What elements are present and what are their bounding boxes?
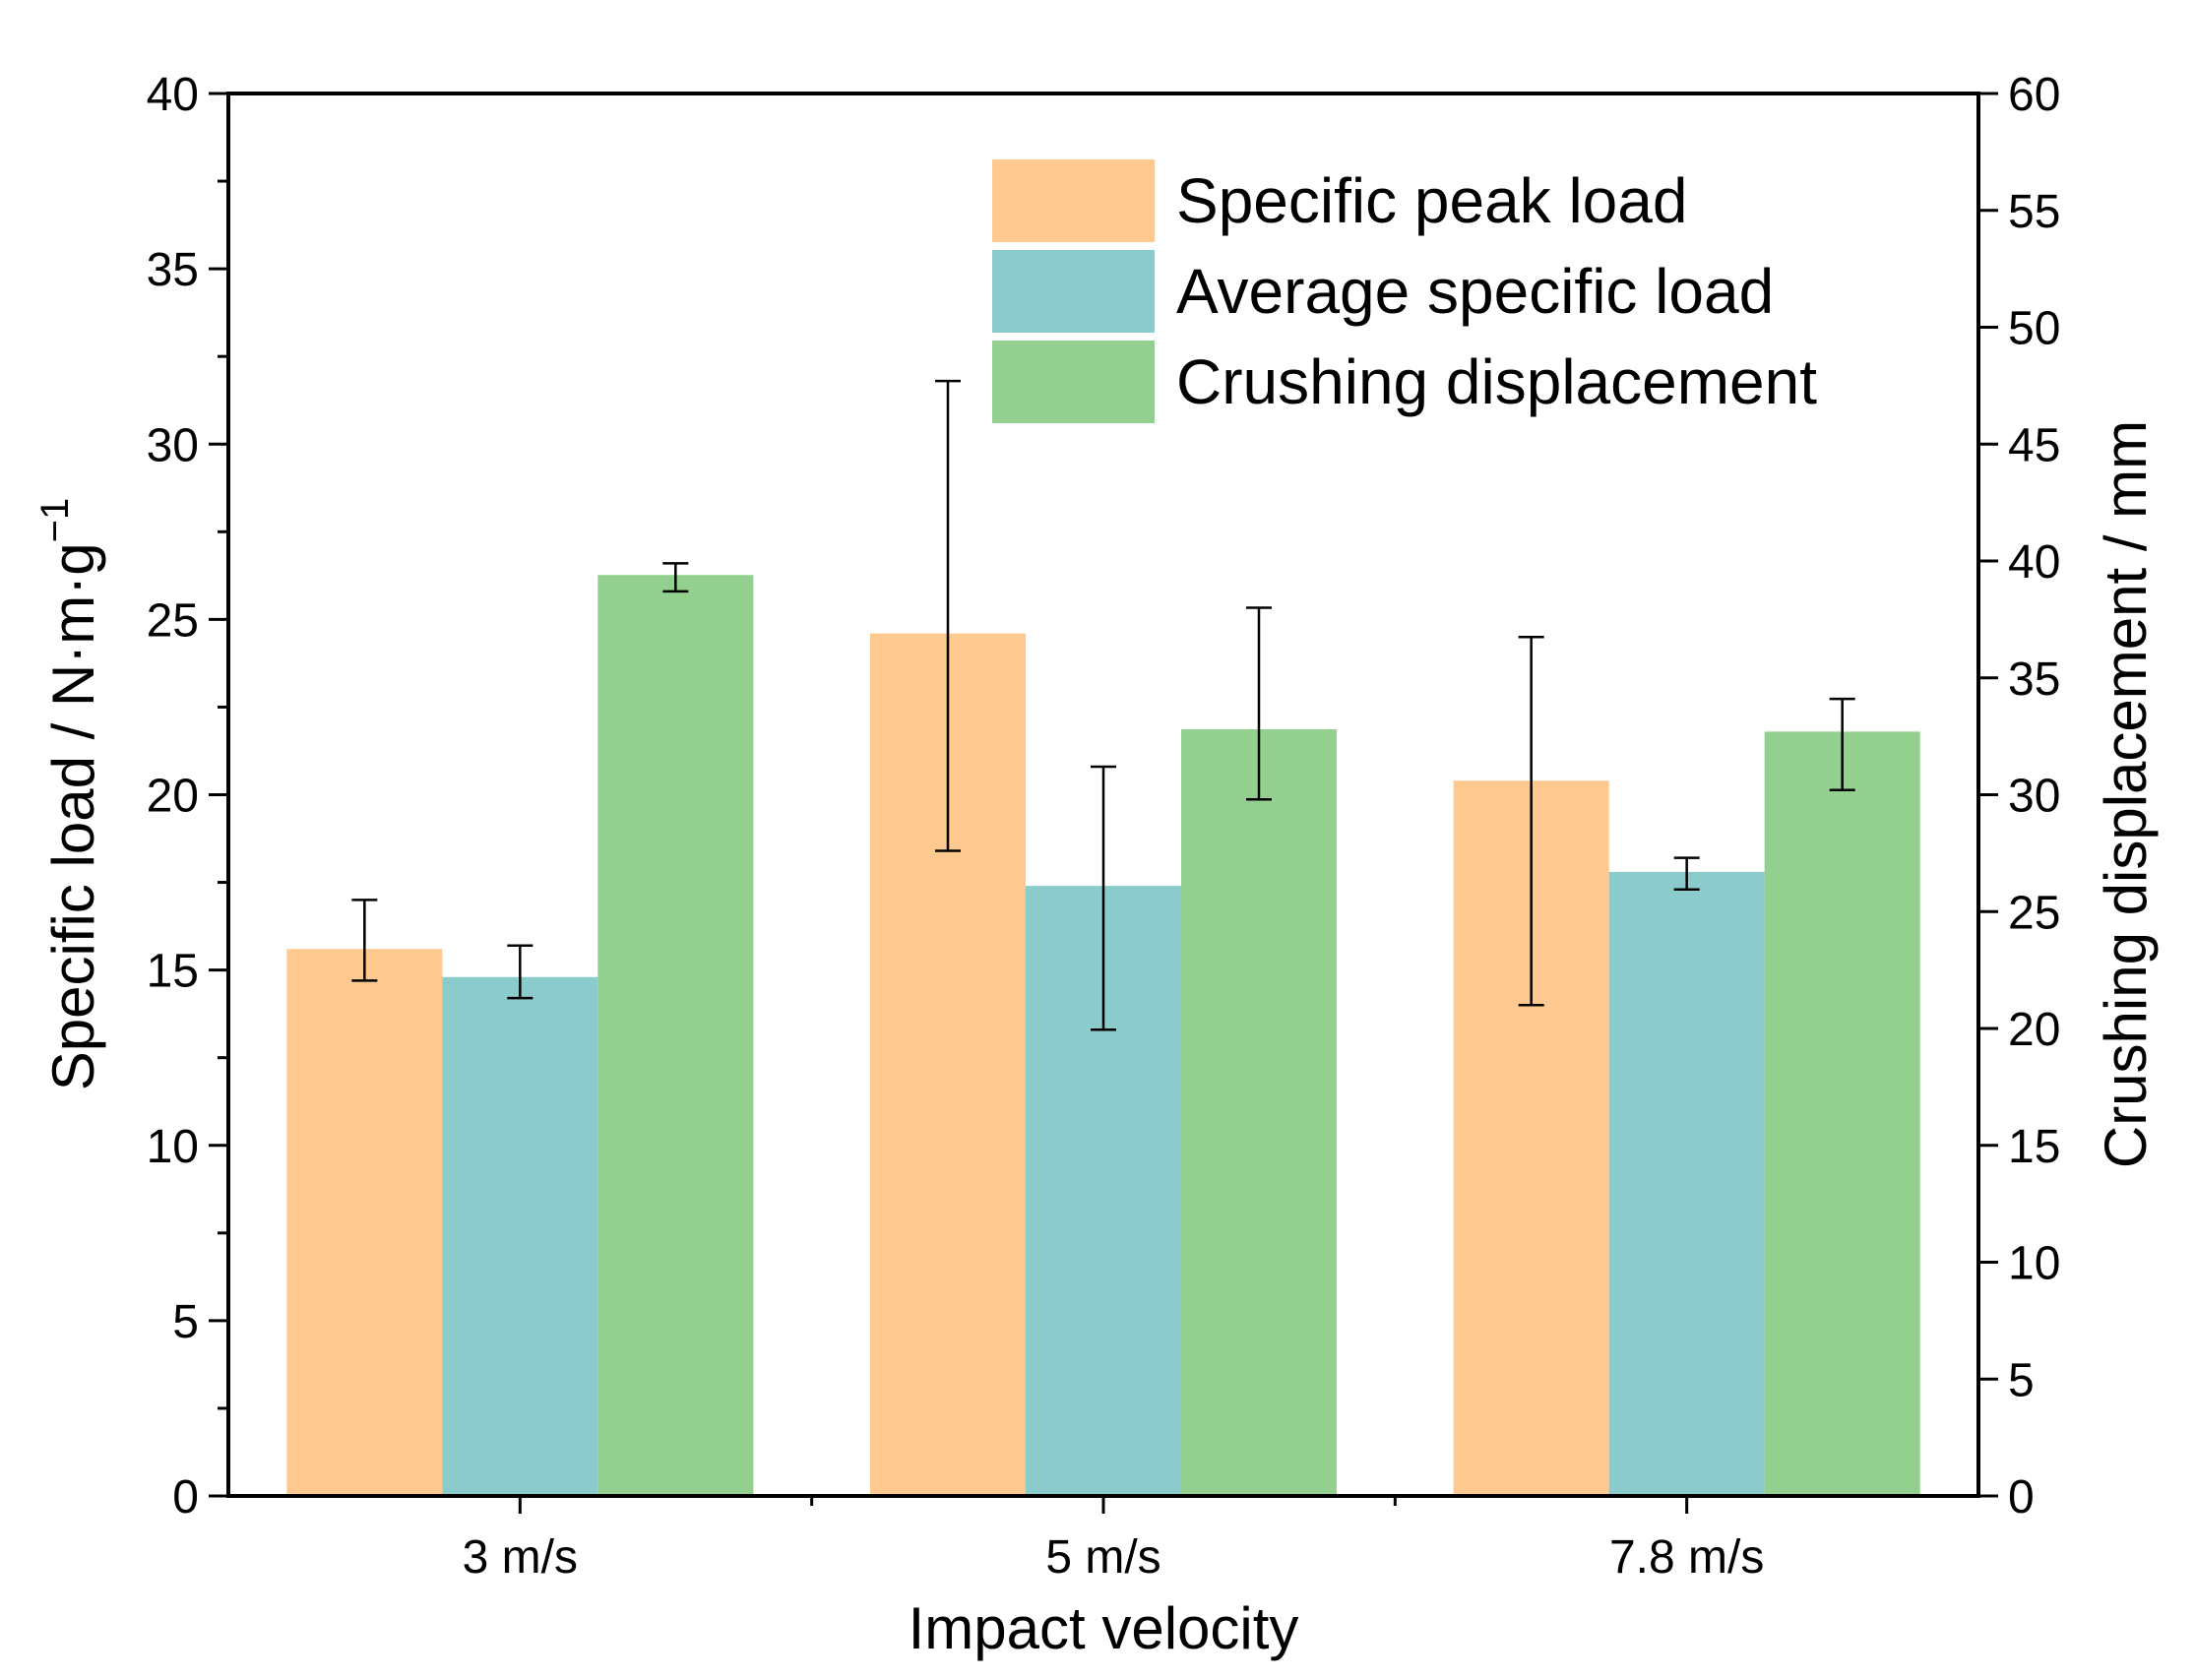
y-tick-label-right: 25 (2008, 887, 2060, 939)
y-tick-label-left: 5 (172, 1296, 199, 1348)
bar (442, 976, 598, 1496)
y-tick-label-right: 30 (2008, 771, 2060, 823)
legend-label: Crushing displacement (1176, 346, 1817, 417)
y-tick-label-left: 40 (147, 69, 199, 121)
y-tick-label-right: 55 (2008, 186, 2060, 238)
y-axis-title-left: Specific load / N·m·g−1 (33, 498, 106, 1090)
bars-layer (286, 575, 1920, 1496)
y-tick-label-right: 15 (2008, 1121, 2060, 1173)
bar (597, 575, 754, 1496)
legend-label: Average specific load (1176, 256, 1774, 327)
y-tick-label-right: 5 (2008, 1354, 2035, 1406)
y-axis-title-left-main: Specific load / N·m·g (40, 542, 106, 1090)
y-tick-label-left: 25 (147, 594, 199, 647)
x-tick-label: 3 m/s (463, 1531, 578, 1584)
bar (286, 949, 443, 1496)
y-tick-label-right: 45 (2008, 419, 2060, 471)
bar (1764, 731, 1920, 1496)
y-tick-label-left: 20 (147, 771, 199, 823)
legend-swatch (992, 250, 1155, 333)
y-tick-label-right: 35 (2008, 653, 2060, 706)
y-tick-label-left: 30 (147, 419, 199, 471)
x-tick-label: 5 m/s (1045, 1531, 1160, 1584)
legend-label: Specific peak load (1176, 165, 1687, 236)
y-axis-title-right: Crushing displacement / mm (2093, 420, 2159, 1168)
y-tick-label-left: 15 (147, 946, 199, 998)
bar (1181, 729, 1337, 1496)
y-tick-label-right: 40 (2008, 536, 2060, 589)
y-tick-label-right: 20 (2008, 1004, 2060, 1056)
bar (1608, 871, 1765, 1496)
legend: Specific peak load Average specific load C… (992, 159, 1817, 423)
x-axis-title: Impact velocity (909, 1595, 1299, 1661)
y-tick-label-left: 10 (147, 1121, 199, 1173)
y-tick-label-left: 35 (147, 244, 199, 296)
legend-swatch (992, 159, 1155, 242)
y-tick-label-left: 0 (172, 1471, 199, 1524)
y-axis-title-left-sup: −1 (33, 498, 77, 543)
y-tick-label-right: 0 (2008, 1471, 2035, 1524)
y-tick-label-right: 10 (2008, 1238, 2060, 1290)
x-tick-label: 7.8 m/s (1609, 1531, 1764, 1584)
y-tick-label-right: 50 (2008, 303, 2060, 355)
legend-swatch (992, 341, 1155, 423)
error-bars-layer (351, 379, 1855, 1031)
axes-layer: 0 5 10 15 20 25 30 35 40 0 5 10 15 20 25 30 35 40 45 50 55 60… (147, 69, 2061, 1584)
y-tick-label-right: 60 (2008, 69, 2060, 121)
